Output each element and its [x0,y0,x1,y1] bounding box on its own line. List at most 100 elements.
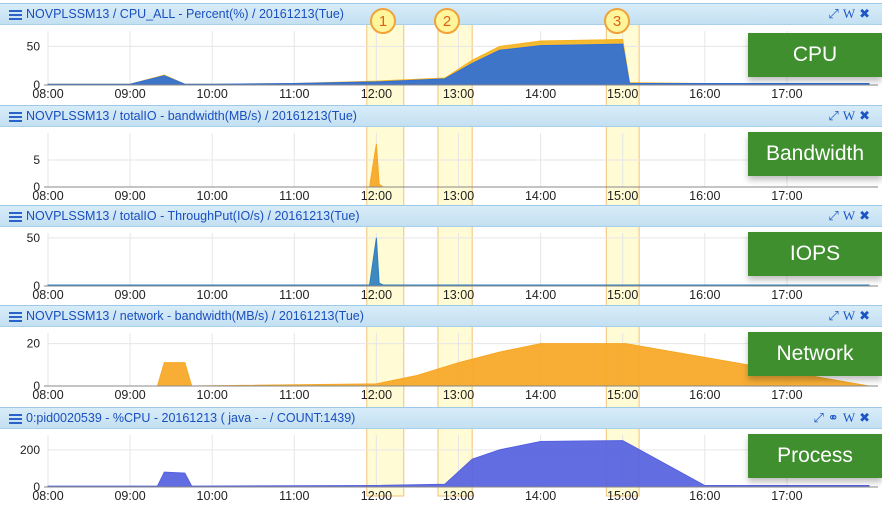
x-tick-label: 17:00 [771,489,802,503]
panel-header: NOVPLSSM13 / totalIO - bandwidth(MB/s) /… [0,105,882,127]
x-tick-label: 13:00 [443,87,474,101]
x-tick-label: 11:00 [279,489,309,503]
y-tick-label: 0 [33,379,40,393]
expand-icon[interactable]: ⤢ [828,108,839,123]
x-tick-label: 16:00 [689,288,720,302]
x-tick-label: 10:00 [197,489,228,503]
x-tick-label: 11:00 [279,87,309,101]
x-tick-label: 14:00 [525,489,556,503]
x-tick-label: 14:00 [525,288,556,302]
x-tick-label: 12:00 [361,388,392,402]
header-icons: ⤢ W ✖ [824,308,870,324]
x-tick-label: 09:00 [114,489,145,503]
x-tick-label: 14:00 [525,388,556,402]
x-tick-label: 10:00 [197,87,228,101]
x-tick-label: 16:00 [689,388,720,402]
wiki-icon[interactable]: W [842,6,856,21]
panel-title: NOVPLSSM13 / network - bandwidth(MB/s) /… [26,309,364,323]
x-tick-label: 12:00 [361,189,392,203]
panel-header: 0:pid0020539 - %CPU - 20161213 ( java - … [0,407,882,429]
x-tick-label: 14:00 [525,189,556,203]
expand-icon[interactable]: ⤢ [828,208,839,223]
x-tick-label: 17:00 [771,87,802,101]
x-tick-label: 13:00 [443,489,474,503]
series-area-1 [48,343,870,387]
y-tick-label: 0 [33,78,40,92]
x-tick-label: 09:00 [114,87,145,101]
x-tick-label: 08:00 [32,189,63,203]
x-tick-label: 12:00 [361,489,392,503]
panel-title: 0:pid0020539 - %CPU - 20161213 ( java - … [26,411,356,425]
panel-header: NOVPLSSM13 / network - bandwidth(MB/s) /… [0,305,882,327]
x-tick-label: 10:00 [197,189,228,203]
x-tick-label: 17:00 [771,288,802,302]
panel-title: NOVPLSSM13 / totalIO - bandwidth(MB/s) /… [26,109,357,123]
marker-1: 1 [370,8,396,34]
x-tick-label: 10:00 [197,388,228,402]
metric-label: CPU [748,33,882,77]
y-tick-label: 0 [33,180,40,194]
x-tick-label: 12:00 [361,288,392,302]
x-tick-label: 09:00 [114,189,145,203]
marker-3: 3 [604,8,630,34]
series-area-1 [47,43,870,86]
y-tick-label: 0 [33,279,40,293]
panel-title: NOVPLSSM13 / CPU_ALL - Percent(%) / 2016… [26,7,344,21]
x-tick-label: 08:00 [32,87,63,101]
x-tick-label: 17:00 [771,388,802,402]
header-icons: ⤢ ⚭ W ✖ [810,410,871,426]
x-tick-label: 15:00 [607,189,638,203]
x-tick-label: 11:00 [279,288,309,302]
close-icon[interactable]: ✖ [859,410,870,425]
metric-label: IOPS [748,232,882,276]
x-tick-label: 16:00 [689,87,720,101]
menu-icon[interactable] [9,414,22,424]
close-icon[interactable]: ✖ [859,308,870,323]
close-icon[interactable]: ✖ [859,108,870,123]
metric-label: Network [748,332,882,376]
x-tick-label: 12:00 [361,87,392,101]
marker-2: 2 [434,8,460,34]
x-tick-label: 15:00 [607,87,638,101]
x-tick-label: 10:00 [197,288,228,302]
close-icon[interactable]: ✖ [859,208,870,223]
x-tick-label: 11:00 [279,388,309,402]
link-icon[interactable]: ⚭ [827,410,839,425]
header-icons: ⤢ W ✖ [824,108,870,124]
menu-icon[interactable] [9,212,22,222]
expand-icon[interactable]: ⤢ [828,308,839,323]
panel-title: NOVPLSSM13 / totalIO - ThroughPut(IO/s) … [26,209,360,223]
x-tick-label: 15:00 [607,489,638,503]
close-icon[interactable]: ✖ [859,6,870,21]
x-tick-label: 16:00 [689,489,720,503]
x-tick-label: 11:00 [279,189,309,203]
y-tick-label: 200 [20,443,40,457]
menu-icon[interactable] [9,10,22,20]
menu-icon[interactable] [9,112,22,122]
wiki-icon[interactable]: W [842,108,856,123]
x-tick-label: 13:00 [443,288,474,302]
expand-icon[interactable]: ⤢ [813,410,824,425]
x-tick-label: 08:00 [32,288,63,302]
wiki-icon[interactable]: W [842,208,856,223]
y-tick-label: 50 [27,231,41,245]
x-tick-label: 08:00 [32,489,63,503]
expand-icon[interactable]: ⤢ [828,6,839,21]
y-tick-label: 5 [33,153,40,167]
menu-icon[interactable] [9,312,22,322]
series-area-1 [47,440,870,488]
x-tick-label: 15:00 [607,288,638,302]
y-tick-label: 20 [27,337,41,351]
wiki-icon[interactable]: W [842,308,856,323]
x-tick-label: 09:00 [114,288,145,302]
header-icons: ⤢ W ✖ [824,208,870,224]
y-tick-label: 50 [27,39,41,53]
metric-label: Bandwidth [748,132,882,176]
y-tick-label: 0 [33,480,40,494]
x-tick-label: 08:00 [32,388,63,402]
wiki-icon[interactable]: W [842,410,856,425]
x-tick-label: 14:00 [525,87,556,101]
metric-label: Process [748,434,882,478]
panel-header: NOVPLSSM13 / totalIO - ThroughPut(IO/s) … [0,205,882,227]
